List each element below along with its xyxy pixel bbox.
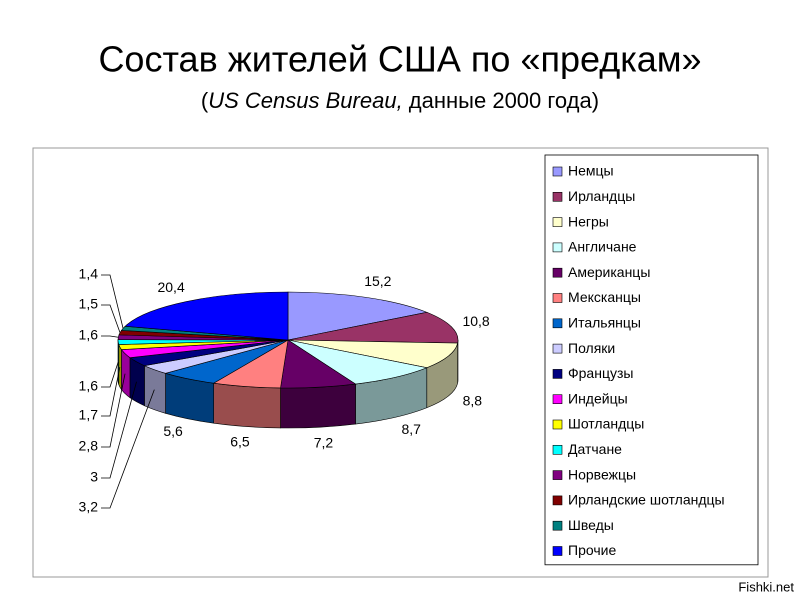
slice-side xyxy=(118,344,122,391)
data-label: 1,6 xyxy=(79,378,99,394)
legend-swatch xyxy=(552,217,563,227)
slice-side xyxy=(280,383,356,429)
slice-side xyxy=(144,365,166,414)
legend-swatch xyxy=(552,166,563,177)
leader-line xyxy=(101,389,155,509)
data-label: 7,2 xyxy=(314,434,334,450)
legend-label: Поляки xyxy=(568,340,615,356)
data-label: 8,7 xyxy=(401,421,421,437)
legend-label: Ирландцы xyxy=(568,188,635,204)
legend-label: Англичане xyxy=(568,239,637,255)
legend-label: Итальянцы xyxy=(568,315,641,331)
data-label: 2,8 xyxy=(79,438,99,454)
slice-wall xyxy=(144,365,166,414)
legend-box xyxy=(544,154,759,566)
legend-swatch xyxy=(552,546,563,556)
legend-swatch xyxy=(552,495,563,506)
legend-swatch xyxy=(552,318,563,329)
slice-side xyxy=(213,382,281,429)
slice xyxy=(287,339,428,385)
leader-line xyxy=(101,304,121,333)
slice-wall xyxy=(280,383,356,429)
slice xyxy=(287,291,428,341)
legend-swatch xyxy=(552,369,563,379)
data-label: 6,5 xyxy=(230,434,250,450)
data-label: 15,2 xyxy=(364,273,391,289)
legend-label: Датчане xyxy=(568,441,622,457)
legend-label: Мексканцы xyxy=(568,289,641,305)
chart-title: Состав жителей США по «предкам» xyxy=(98,39,701,80)
legend-swatch xyxy=(552,242,563,253)
data-label: 1,5 xyxy=(79,296,99,312)
data-label: 8,8 xyxy=(463,392,483,408)
subtitle-part: ( xyxy=(201,88,209,113)
watermark: Fishki.net xyxy=(738,579,794,594)
legend-swatch xyxy=(552,470,563,480)
data-label: 3,2 xyxy=(79,499,99,515)
leader-line xyxy=(101,366,121,417)
slice xyxy=(124,291,289,341)
data-label: 1,6 xyxy=(79,327,99,343)
subtitle-source: US Census Bureau, xyxy=(208,88,402,113)
legend-label: Ирландские шотландцы xyxy=(568,492,725,508)
legend-label: Негры xyxy=(568,213,609,229)
legend-label: Американцы xyxy=(568,264,650,280)
legend-swatch xyxy=(552,343,563,354)
subtitle-part: данные 2000 года) xyxy=(403,88,599,113)
slice xyxy=(287,339,459,369)
legend-label: Шведы xyxy=(568,517,614,533)
legend-label: Немцы xyxy=(568,163,614,179)
legend-label: Индейцы xyxy=(568,390,628,406)
leader-line xyxy=(101,274,124,329)
legend-swatch xyxy=(552,192,563,202)
legend-label: Прочие xyxy=(568,542,616,558)
slice-wall xyxy=(118,344,122,391)
legend-swatch xyxy=(552,293,563,303)
chart-subtitle: (US Census Bureau, данные 2000 года) xyxy=(201,88,599,113)
leader-line xyxy=(101,381,137,479)
legend-swatch xyxy=(552,520,563,531)
slice xyxy=(287,311,459,344)
data-label: 1,7 xyxy=(79,407,99,423)
slice-wall xyxy=(213,382,281,429)
legend-label: Шотландцы xyxy=(568,416,644,432)
data-label: 3 xyxy=(90,469,98,485)
data-label: 5,6 xyxy=(163,423,183,439)
legend-label: Норвежцы xyxy=(568,466,636,482)
leader-line xyxy=(101,361,119,388)
legend-swatch xyxy=(552,444,563,455)
plot-frame xyxy=(32,147,769,578)
legend-swatch xyxy=(552,419,563,430)
data-label: 10,8 xyxy=(462,313,489,329)
legend-swatch xyxy=(552,394,563,405)
leader-line xyxy=(101,373,126,448)
data-label: 20,4 xyxy=(157,279,184,295)
data-label: 1,4 xyxy=(79,266,99,282)
legend-label: Французы xyxy=(568,365,633,381)
leader-line xyxy=(101,335,119,338)
legend-swatch xyxy=(552,267,563,278)
